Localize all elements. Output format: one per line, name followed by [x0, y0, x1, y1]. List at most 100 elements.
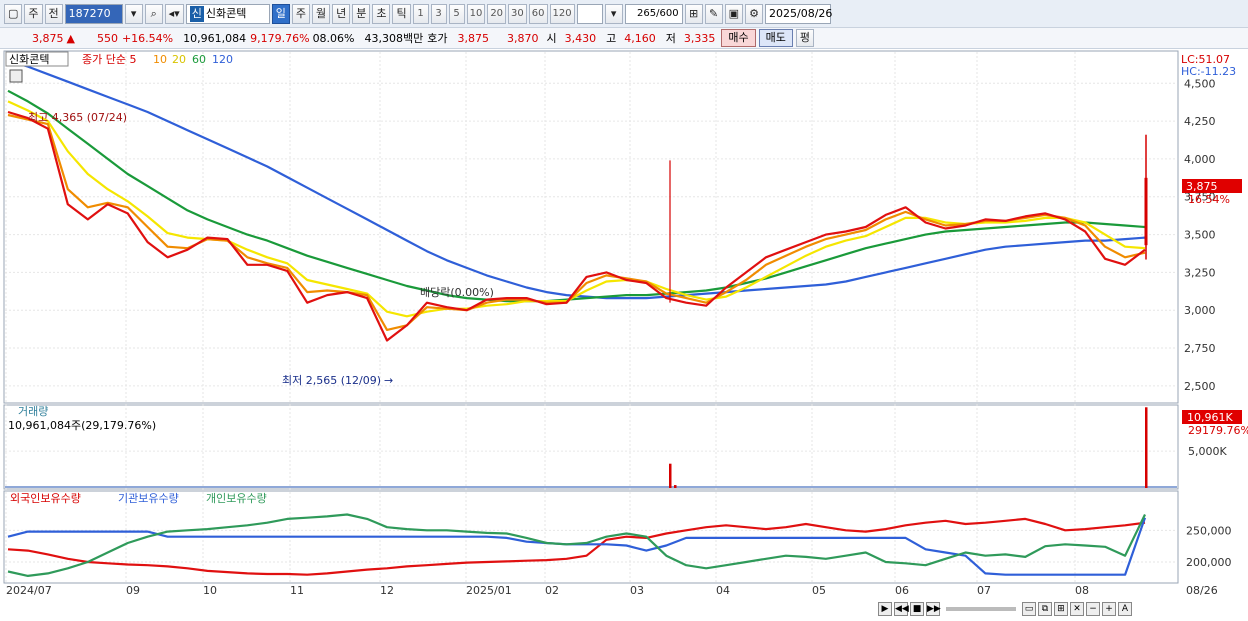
volume-title[interactable]: 거래량 — [18, 405, 48, 418]
hc-label: HC:-11.23 — [1181, 65, 1236, 78]
last-price: 3,875 — [1186, 180, 1218, 193]
price-change: 550 — [96, 31, 118, 45]
play-icon[interactable]: ▶ — [878, 602, 892, 616]
tick-60[interactable]: 60 — [528, 3, 548, 24]
legend-individual[interactable]: 개인보유수량 — [206, 492, 267, 505]
axis-labels: 4,500 4,250 4,000 3,750 3,500 3,250 3,000 2,750… — [6, 77, 1232, 597]
low-price: 3,335 — [683, 31, 716, 45]
bid-price: 3,870 — [507, 31, 539, 45]
x-tick-label: 2024/07 — [6, 584, 52, 597]
hoga-label: 호가 — [427, 32, 448, 45]
volume-last-badge — [1182, 410, 1242, 424]
legend-ma120[interactable]: 120 — [212, 53, 233, 66]
current-price: 3,875 — [32, 31, 64, 45]
page-count-box[interactable]: 265/600 — [624, 3, 683, 24]
tick-20[interactable]: 20 — [487, 3, 507, 24]
layout-icon[interactable]: ▭ — [1022, 602, 1036, 616]
tick-30[interactable]: 30 — [508, 3, 527, 24]
custom-tick-dropdown-icon[interactable]: ▾ — [604, 3, 623, 24]
stock-code-input[interactable]: 187270 — [64, 3, 123, 24]
price-panel — [3, 50, 1179, 404]
legend-foreign[interactable]: 외국인보유수량 — [10, 492, 81, 505]
volume-bars — [5, 407, 1177, 488]
low-label: 저 — [665, 32, 676, 45]
period-tick[interactable]: 틱 — [392, 3, 411, 24]
price-tick-label: 4,000 — [1184, 153, 1216, 166]
zoom-out-icon[interactable]: − — [1086, 602, 1100, 616]
zoom-slider[interactable] — [946, 607, 1016, 611]
tick-5[interactable]: 5 — [448, 3, 465, 24]
volume-ratio: 9,179.76% — [250, 31, 310, 45]
custom-tick-input[interactable] — [576, 3, 603, 24]
x-tick-label: 2025/01 — [466, 584, 512, 597]
holdings-line-0 — [7, 517, 1146, 576]
rewind-icon[interactable]: ◀◀ — [894, 602, 909, 616]
date-input[interactable]: 2025/08/26 — [765, 3, 832, 24]
x-tick-label: 11 — [290, 584, 304, 597]
volume: 10,961,084 — [183, 31, 247, 45]
period-year[interactable]: 년 — [332, 3, 351, 24]
last-price-badge — [1182, 179, 1242, 193]
price-tick-label: 3,250 — [1184, 266, 1216, 279]
buy-button[interactable]: 매수 — [721, 29, 756, 47]
prev-button[interactable]: 전 — [44, 3, 63, 24]
period-month[interactable]: 월 — [311, 3, 331, 24]
volume-last-pct: 29179.76% — [1188, 424, 1248, 437]
scroll-controls: ▶ ◀◀ ■ ▶▶ ▭ ⧉ ⊞ ✕ − + A — [878, 601, 1132, 617]
x-tick-label: 09 — [126, 584, 140, 597]
zoom-in-icon[interactable]: + — [1102, 602, 1116, 616]
tick-1[interactable]: 1 — [412, 3, 429, 24]
tick-120[interactable]: 120 — [549, 3, 575, 24]
period-second[interactable]: 초 — [372, 3, 391, 24]
search-icon[interactable]: ⌕ — [144, 3, 163, 24]
gear-icon[interactable]: ⚙ — [745, 3, 764, 24]
page-total: /600 — [656, 7, 679, 19]
legend-ma60[interactable]: 60 — [192, 53, 206, 66]
holdings-tick-label: 250,000 — [1186, 524, 1232, 537]
legend-ma20[interactable]: 20 — [172, 53, 186, 66]
x-tick-label: 07 — [977, 584, 991, 597]
price-change-pct: +16.54% — [121, 31, 174, 45]
copy-icon[interactable]: ⧉ — [1038, 602, 1052, 616]
x-tick-label: 04 — [716, 584, 730, 597]
legend-ma10[interactable]: 10 — [153, 53, 167, 66]
ma-line-4 — [7, 110, 1146, 342]
forward-icon[interactable]: ▶▶ — [926, 602, 941, 616]
volume-bar — [1145, 407, 1148, 488]
stock-name-box[interactable]: 신 신화콘텍 — [185, 3, 270, 24]
draw-icon[interactable]: ✎ — [704, 3, 723, 24]
speaker-icon[interactable]: ◂▾ — [164, 3, 184, 24]
tick-10[interactable]: 10 — [466, 3, 486, 24]
x-tick-label: 03 — [630, 584, 644, 597]
turnover: 08.06% — [312, 31, 355, 45]
sell-button[interactable]: 매도 — [758, 29, 793, 47]
grid-lines — [5, 52, 1177, 582]
window-icon[interactable]: ▢ — [4, 3, 23, 24]
grid-icon[interactable]: ⊞ — [1054, 602, 1068, 616]
low-arrow-icon: → — [384, 374, 393, 387]
save-icon[interactable]: ▣ — [724, 3, 744, 24]
mode-select[interactable]: 주 — [24, 3, 43, 24]
legend-ma5[interactable]: 종가 단순 5 — [82, 53, 136, 66]
ask-price: 3,875 — [457, 31, 490, 45]
holdings-tick-label: 200,000 — [1186, 556, 1232, 569]
legend-institution[interactable]: 기관보유수량 — [118, 492, 179, 505]
table-icon[interactable] — [9, 69, 23, 83]
x-tick-label: 06 — [895, 584, 909, 597]
period-minute[interactable]: 분 — [352, 3, 371, 24]
chart-area[interactable]: 4,500 4,250 4,000 3,750 3,500 3,250 3,000 2,750… — [0, 49, 1248, 621]
eval-button[interactable]: 평 — [795, 29, 814, 47]
tick-3[interactable]: 3 — [430, 3, 447, 24]
ma-line-2 — [7, 100, 1146, 318]
sin-badge: 신 — [189, 5, 204, 22]
period-day[interactable]: 일 — [271, 3, 290, 24]
text-icon[interactable]: A — [1118, 602, 1132, 616]
price-info-bar: 3,875 ▲ 550 +16.54% 10,961,084 9,179.76%… — [0, 28, 1248, 49]
holdings-lines — [7, 513, 1147, 578]
period-week[interactable]: 주 — [291, 3, 310, 24]
zoom-icon[interactable]: ⊞ — [684, 3, 703, 24]
chart-title-box[interactable] — [5, 51, 69, 67]
stop-icon[interactable]: ■ — [910, 602, 924, 616]
code-dropdown-icon[interactable]: ▾ — [124, 3, 143, 24]
crosshair-icon[interactable]: ✕ — [1070, 602, 1084, 616]
